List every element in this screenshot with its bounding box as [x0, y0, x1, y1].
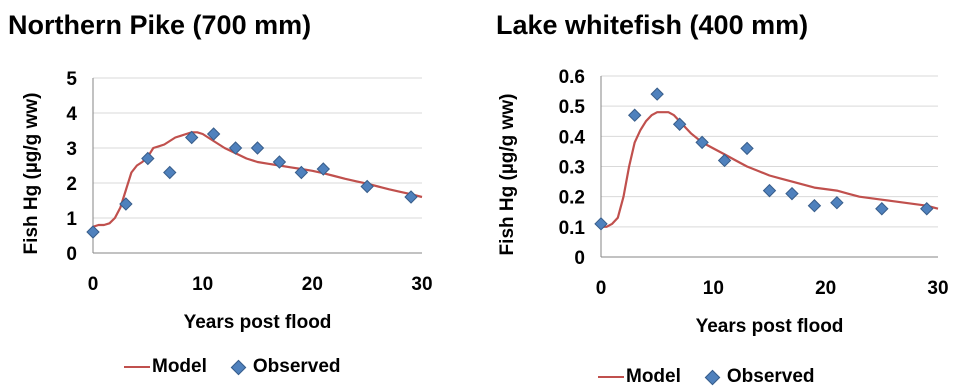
observed-point — [740, 141, 754, 156]
legend-observed-swatch — [230, 359, 247, 375]
observed-point — [650, 87, 664, 101]
observed-point — [920, 202, 934, 216]
x-axis-title: Years post flood — [696, 316, 844, 337]
x-tick-label: 10 — [192, 274, 213, 295]
y-tick-label: 1 — [66, 209, 77, 230]
x-tick-label: 0 — [596, 278, 607, 299]
observed-point — [272, 155, 287, 169]
legend: Model Observed — [598, 366, 815, 388]
x-tick-label: 0 — [88, 274, 99, 295]
legend-observed-label: Observed — [726, 366, 815, 387]
x-tick-label: 20 — [815, 278, 836, 299]
legend-observed-label: Observed — [252, 356, 341, 377]
chart-northern-pike: 0 1 2 3 4 5 0 10 20 30 Years post flood Fish Hg (µg… — [21, 69, 433, 333]
observed-point — [86, 225, 100, 239]
observed-point — [250, 141, 265, 155]
observed-point — [163, 165, 177, 180]
observed-point — [762, 183, 777, 198]
observed-point — [717, 153, 732, 168]
observed-point — [316, 162, 331, 176]
observed-point — [672, 117, 687, 131]
y-axis-title: Fish Hg (µg/g ww) — [21, 93, 42, 255]
observed-point — [594, 217, 608, 231]
x-tick-label: 30 — [411, 274, 432, 295]
x-tick-label: 20 — [302, 274, 323, 295]
legend-observed-swatch — [704, 369, 721, 385]
y-tick-label: 3 — [66, 139, 77, 160]
chart-panel-northern-pike: Northern Pike (700 mm) 0 1 2 3 4 5 0 10 20 30 Year… — [0, 0, 470, 390]
observed-point — [228, 141, 243, 155]
y-tick-label: 0.4 — [559, 127, 586, 148]
y-tick-label: 4 — [66, 104, 77, 125]
y-tick-label: 2 — [66, 174, 77, 195]
y-axis-title: Fish Hg (µg/g ww) — [497, 94, 518, 256]
legend: Model Observed — [124, 356, 341, 378]
y-tick-label: 0.5 — [559, 97, 586, 118]
y-tick-label: 0.3 — [559, 158, 585, 179]
model-series-line — [92, 131, 423, 228]
observed-point — [695, 135, 709, 150]
x-tick-label: 10 — [703, 278, 724, 299]
chart-lake-whitefish: 0 0.1 0.2 0.3 0.4 0.5 0.6 0 10 20 30 Years post flo… — [497, 67, 949, 337]
observed-point — [807, 199, 822, 213]
observed-point — [875, 202, 889, 216]
x-axis-title: Years post flood — [184, 312, 332, 333]
chart-title: Lake whitefish (400 mm) — [496, 10, 809, 40]
observed-point — [404, 190, 418, 204]
observed-point — [627, 108, 642, 122]
observed-point — [360, 179, 374, 194]
observed-point — [141, 151, 155, 166]
model-series-line — [601, 111, 939, 228]
legend-model-label: Model — [152, 356, 207, 377]
observed-point — [830, 195, 844, 210]
chart-title: Northern Pike (700 mm) — [8, 10, 312, 40]
observed-point — [294, 165, 309, 180]
legend-model-swatch — [598, 376, 624, 378]
observed-point — [785, 186, 799, 201]
chart-panel-lake-whitefish: Lake whitefish (400 mm) 0 0.1 0.2 0.3 0.4 0.5… — [478, 0, 955, 390]
observed-point — [206, 127, 221, 141]
observed-point — [119, 197, 133, 211]
observed-point — [184, 130, 199, 145]
legend-model-swatch — [124, 366, 150, 368]
y-tick-label: 0.1 — [559, 218, 586, 239]
y-tick-label: 5 — [66, 69, 77, 90]
y-tick-label: 0.6 — [559, 67, 585, 88]
x-tick-label: 30 — [927, 278, 948, 299]
y-tick-label: 0 — [574, 248, 585, 269]
legend-model-label: Model — [626, 366, 681, 387]
y-tick-label: 0.2 — [559, 188, 585, 209]
y-tick-label: 0 — [66, 244, 77, 265]
